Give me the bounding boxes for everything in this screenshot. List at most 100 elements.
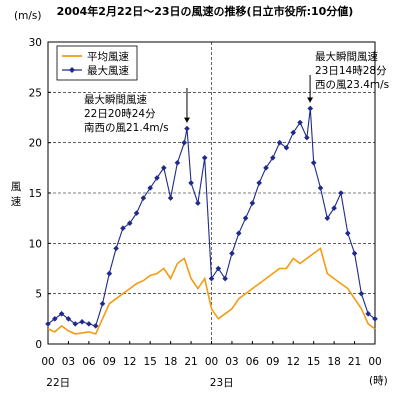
x-tick-label: 06 [82,356,96,368]
legend-marker [69,67,75,73]
x-axis-unit: (時) [369,375,388,387]
data-point [208,275,215,282]
x-tick-label: 15 [144,356,157,368]
x-tick-label: 18 [327,356,340,368]
data-point [215,265,222,272]
x-tick-label: 00 [205,356,218,368]
y-tick-label: 15 [29,188,42,200]
y-axis-label: 風速 [11,181,22,208]
data-point [276,139,283,146]
x-tick-label: 12 [123,356,136,368]
data-point [310,160,317,166]
data-point [242,215,249,221]
data-point [106,270,113,277]
data-point [263,165,269,171]
legend-label: 平均風速 [87,51,129,63]
data-point [167,195,174,201]
data-point [297,119,303,126]
x-tick-label: 00 [368,356,381,368]
data-point [52,316,58,322]
date-labels: 22日 23日 [46,377,233,389]
data-point [283,144,290,151]
data-point [372,316,378,322]
data-point [351,250,358,257]
x-tick-label: 03 [62,356,75,368]
data-point [307,105,314,112]
data-point [161,165,167,171]
x-tick-label: 12 [287,356,300,368]
data-point [270,154,276,161]
data-point [45,321,51,327]
data-point [324,215,331,221]
data-point [256,180,262,186]
x-tick-label: 06 [246,356,260,368]
annotation-text: 最大瞬間風速 [315,50,378,63]
data-point [188,180,194,186]
data-point [222,275,228,282]
x-tick-labels: 00 03 06 09 12 15 18 21 00 03 06 09 12 15 18 21 00 [41,341,382,368]
series-line-average [47,247,376,335]
date-label: 23日 [210,377,234,389]
annotation-text: 22日20時24分 [84,108,156,120]
x-tick-label: 03 [225,356,238,368]
data-point [184,125,190,132]
data-point [344,230,351,237]
arrow-head [183,117,190,123]
data-point [126,220,133,226]
y-axis-label-char: 風 [11,181,22,193]
data-point [72,321,79,327]
x-tick-label: 21 [184,356,197,368]
data-point [365,311,371,317]
y-axis-unit: (m/s) [14,10,41,22]
x-tick-label: 09 [103,356,116,368]
data-series [45,105,378,335]
data-point [195,200,201,206]
x-tick-label: 09 [266,356,279,368]
data-point [79,319,85,325]
data-point [120,225,126,232]
annotation-text: 西の風23.4m/s [315,79,389,91]
data-point [181,139,188,146]
data-point [154,175,160,181]
data-point [229,250,235,257]
data-point [133,210,140,216]
y-tick-label: 5 [35,289,42,301]
data-point [113,245,119,252]
y-axis-label-char: 速 [11,196,22,208]
data-point [99,300,106,307]
data-point [290,129,297,136]
data-point [86,321,92,327]
x-tick-label: 18 [164,356,177,368]
data-point [174,160,181,166]
legend-label: 最大風速 [87,64,129,77]
data-point [235,230,242,237]
y-tick-label: 20 [29,138,42,150]
y-tick-labels: 0 5 10 15 20 25 30 [29,37,51,351]
data-point [304,134,310,141]
date-label: 22日 [46,377,70,389]
data-point [58,311,65,317]
chart-title: 2004年2月22日〜23日の風速の推移(日立市役所:10分値) [57,4,354,18]
data-point [331,205,337,211]
data-point [92,323,99,329]
data-point [338,190,344,196]
arrow-head [307,97,314,103]
data-point [317,185,324,191]
y-tick-label: 0 [35,339,42,351]
data-point [358,290,365,297]
y-tick-label: 10 [29,238,42,250]
annotation-text: 23日14時28分 [315,65,387,77]
data-point [201,154,208,161]
x-tick-label: 15 [307,356,320,368]
x-tick-label: 00 [41,356,54,368]
data-point [140,195,147,201]
annotation-text: 最大瞬間風速 [84,93,147,106]
data-point [65,316,72,322]
data-point [147,185,153,191]
annotation-text: 南西の風21.4m/s [84,121,169,134]
y-tick-label: 30 [29,37,42,49]
x-tick-label: 21 [348,356,361,368]
